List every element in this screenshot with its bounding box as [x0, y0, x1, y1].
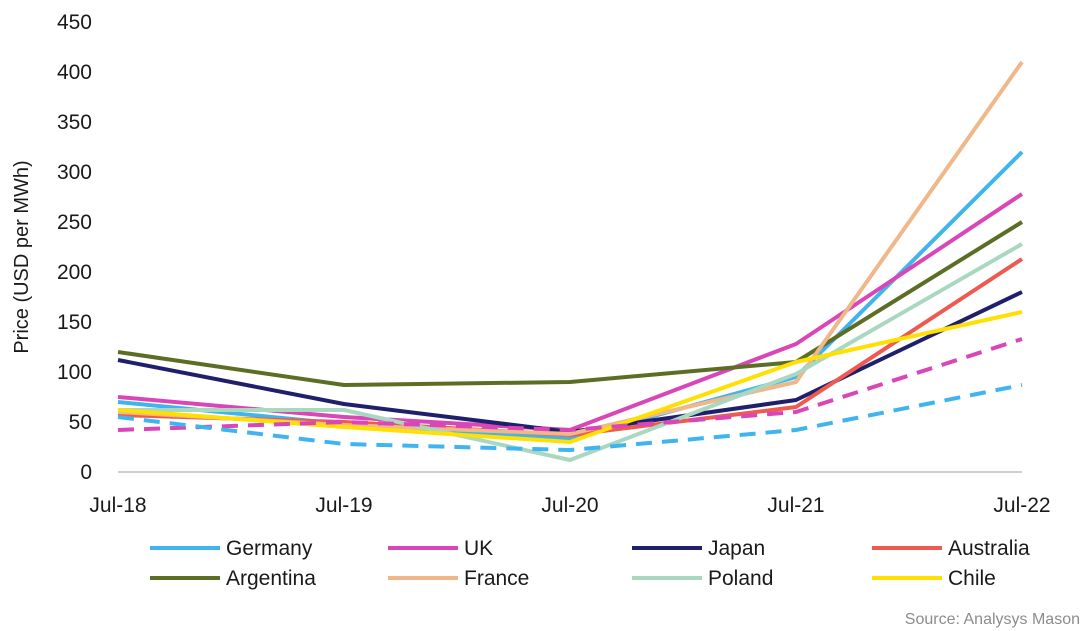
x-tick-label: Jul-19: [315, 494, 372, 517]
legend-label: Chile: [948, 567, 996, 590]
legend-label: UK: [464, 537, 493, 560]
y-tick-label: 50: [69, 411, 92, 434]
y-tick-label: 400: [57, 61, 92, 84]
y-tick-label: 300: [57, 161, 92, 184]
series-lines: [117, 60, 1024, 462]
series-line-poland: [118, 242, 1023, 462]
y-tick-label: 0: [80, 461, 92, 484]
x-tick-labels: Jul-18 Jul-19 Jul-20 Jul-21 Jul-22: [89, 494, 1050, 517]
y-axis-label-group: Price (USD per MWh): [11, 160, 33, 353]
y-tick-label: 150: [57, 311, 92, 334]
series-line-argentina: [117, 220, 1024, 387]
y-tick-label: 250: [57, 211, 92, 234]
x-tick-label: Jul-21: [767, 494, 824, 517]
x-tick-label: Jul-20: [541, 494, 598, 517]
series-line-chile: [117, 310, 1023, 444]
series-line-dashed-8: [117, 337, 1023, 432]
series-line-uk: [117, 192, 1024, 432]
series-line-france: [117, 60, 1024, 436]
source-note: Source: Analysys Mason: [905, 611, 1080, 628]
y-tick-label: 350: [57, 111, 92, 134]
series-line-dashed-9: [117, 383, 1023, 452]
y-tick-label: 200: [57, 261, 92, 284]
y-axis-label: Price (USD per MWh): [11, 160, 33, 353]
legend-label: Poland: [708, 567, 773, 590]
legend-label: Australia: [948, 537, 1030, 560]
series-line-germany: [117, 150, 1024, 441]
x-tick-label: Jul-18: [89, 494, 146, 517]
legend-label: Argentina: [226, 567, 316, 590]
y-tick-label: 100: [57, 361, 92, 384]
legend: Germany UK Japan Australia Argentina France Po…: [150, 537, 1030, 590]
legend-label: France: [464, 567, 529, 590]
y-tick-labels: 0 50 100 150 200 250 300 350 400 450: [57, 11, 92, 484]
y-tick-label: 450: [57, 11, 92, 34]
legend-label: Germany: [226, 537, 313, 560]
x-tick-label: Jul-22: [993, 494, 1050, 517]
legend-label: Japan: [708, 537, 765, 560]
